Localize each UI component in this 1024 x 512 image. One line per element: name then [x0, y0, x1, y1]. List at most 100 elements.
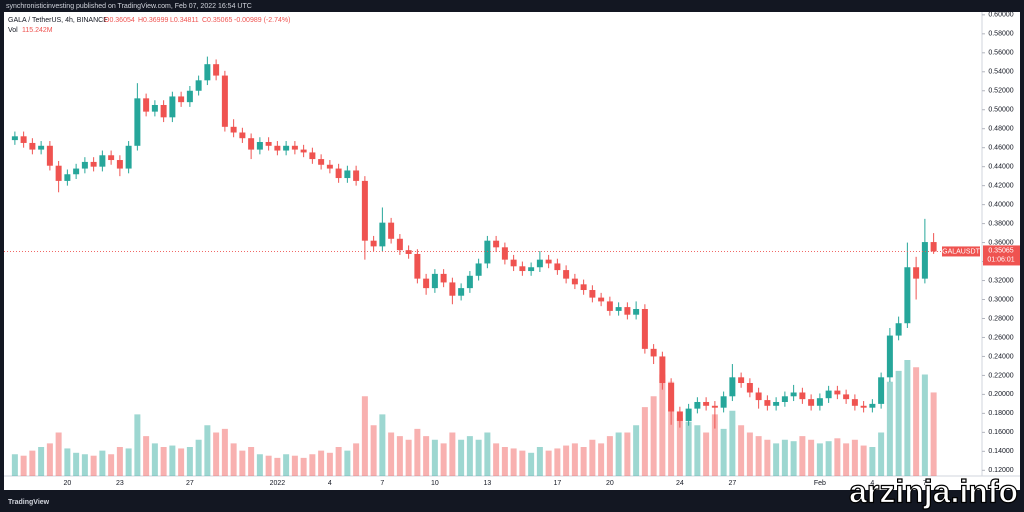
candle-body	[458, 288, 465, 296]
candle-body	[414, 253, 421, 279]
candle-body	[624, 307, 631, 315]
candle-body	[773, 401, 780, 406]
volume-bar	[169, 445, 176, 476]
x-tick-label: 10	[431, 480, 439, 487]
candle-body	[904, 267, 911, 324]
volume-bar	[300, 457, 307, 476]
candle-body	[38, 145, 45, 150]
candle-body	[501, 247, 508, 260]
candle-body	[921, 242, 928, 279]
volume-bar	[11, 454, 18, 476]
candle-body	[860, 405, 867, 408]
volume-bar	[528, 452, 535, 476]
candle-body	[580, 284, 587, 291]
volume-bar	[160, 447, 167, 476]
chart-area	[4, 12, 1020, 490]
x-tick-label: 20	[606, 480, 614, 487]
x-tick-label: 24	[676, 480, 684, 487]
x-tick-label: Feb	[814, 480, 826, 487]
volume-bar	[816, 443, 823, 476]
candle-body	[738, 377, 745, 384]
volume-bar	[423, 436, 430, 476]
volume-bar	[720, 428, 727, 476]
x-tick-label: 4	[870, 480, 874, 487]
volume-bar	[694, 425, 701, 476]
volume-bar	[554, 448, 561, 476]
volume-bar	[230, 443, 237, 476]
volume-bar	[38, 447, 45, 476]
ohlc-label: O0.36054	[104, 17, 135, 24]
y-tick-label: 0.44000	[988, 164, 1013, 171]
candle-body	[186, 90, 193, 103]
volume-bar	[571, 443, 578, 476]
candle-body	[11, 136, 18, 141]
candle-body	[615, 307, 622, 311]
candle-body	[46, 145, 53, 166]
volume-bar	[388, 432, 395, 476]
candle-body	[746, 383, 753, 393]
volume-bar	[90, 455, 97, 476]
candle-body	[668, 383, 675, 412]
candle-body	[589, 290, 596, 298]
volume-bar	[641, 407, 648, 476]
volume-bar	[370, 425, 377, 476]
volume-bar	[580, 447, 587, 476]
volume-bar	[799, 436, 806, 476]
volume-value: 115.242M	[22, 27, 53, 34]
volume-bar	[239, 450, 246, 476]
candle-body	[685, 408, 692, 421]
candle-body	[519, 266, 526, 272]
candle-body	[563, 270, 570, 279]
volume-bar	[746, 432, 753, 476]
volume-bar	[790, 441, 797, 476]
candle-body	[29, 142, 36, 150]
x-tick-label: 13	[483, 480, 491, 487]
ohlc-label: H0.36999	[138, 17, 168, 24]
candle-body	[808, 399, 815, 406]
candle-body	[344, 170, 351, 179]
candle-body	[825, 390, 832, 399]
candle-body	[423, 278, 430, 289]
candle-body	[405, 250, 412, 254]
candle-body	[878, 377, 885, 404]
candle-body	[221, 75, 228, 127]
symbol-tag-bg	[942, 246, 980, 257]
candle-body	[528, 267, 535, 272]
candle-body	[195, 80, 202, 91]
x-tick-label: 4	[328, 480, 332, 487]
volume-bar	[108, 454, 115, 476]
candle-body	[886, 335, 893, 378]
candle-body	[143, 98, 150, 112]
candle-body	[291, 145, 298, 150]
candle-body	[265, 141, 272, 146]
candle-body	[178, 96, 185, 103]
volume-bar	[703, 432, 710, 476]
candle-body	[729, 377, 736, 397]
candle-body	[633, 308, 640, 315]
volume-bar	[895, 370, 902, 476]
y-tick-label: 0.28000	[988, 315, 1013, 322]
candle-body	[799, 392, 806, 400]
volume-bar	[589, 439, 596, 476]
volume-bar	[99, 450, 106, 476]
footer-logo: TradingView	[8, 499, 50, 506]
candle-body	[816, 398, 823, 406]
candle-body	[300, 149, 307, 153]
volume-bar	[379, 414, 386, 476]
volume-bar	[318, 450, 325, 476]
candle-body	[711, 405, 718, 408]
y-tick-label: 0.32000	[988, 277, 1013, 284]
volume-bar	[843, 443, 850, 476]
volume-bar	[81, 454, 88, 476]
volume-bar	[773, 443, 780, 476]
candle-body	[361, 180, 368, 241]
candle-body	[869, 403, 876, 408]
candle-body	[160, 104, 167, 118]
candle-body	[440, 273, 447, 283]
y-tick-label: 0.48000	[988, 126, 1013, 133]
candle-body	[134, 98, 141, 146]
candle-body	[283, 145, 290, 151]
volume-bar	[650, 396, 657, 476]
volume-bar	[878, 432, 885, 476]
candle-body	[895, 323, 902, 336]
